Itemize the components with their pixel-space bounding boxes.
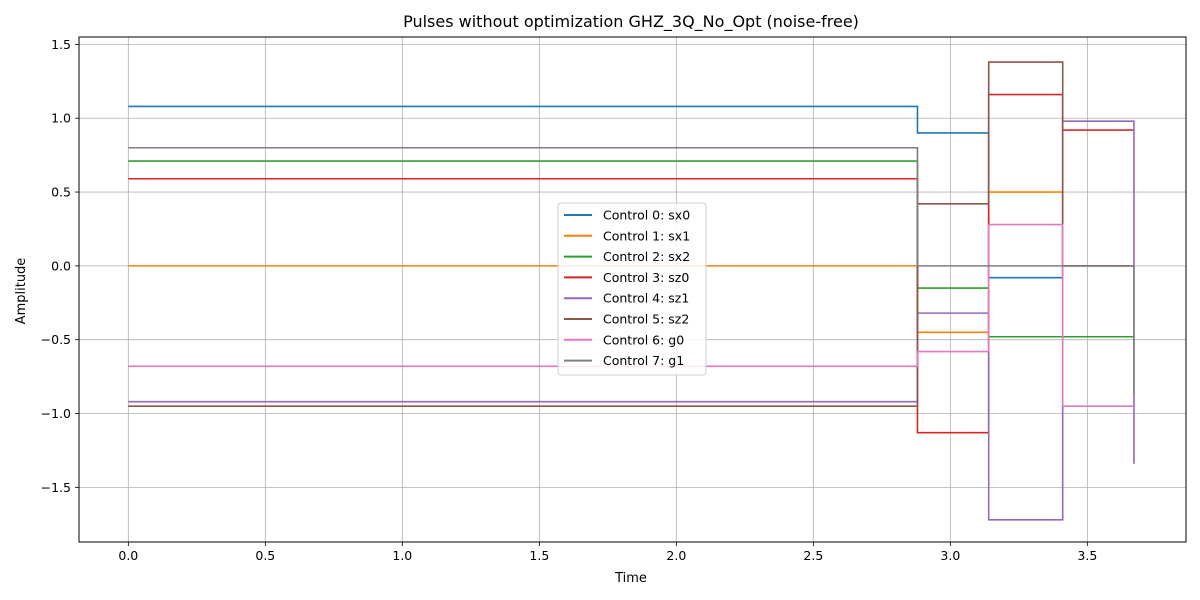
legend-label: Control 3: sz0 (603, 270, 689, 285)
y-tick-label: −0.5 (41, 332, 71, 347)
chart-title: Pulses without optimization GHZ_3Q_No_Op… (403, 12, 859, 32)
legend-label: Control 2: sx2 (603, 249, 690, 264)
legend-label: Control 6: g0 (603, 332, 684, 347)
series-line-6 (128, 223, 1134, 407)
legend-label: Control 7: g1 (603, 353, 684, 368)
y-tick-label: 1.0 (51, 111, 71, 126)
y-tick-label: 0.0 (51, 258, 71, 273)
y-tick-label: −1.5 (41, 480, 71, 495)
x-axis-label: Time (614, 571, 647, 586)
series-lines (128, 61, 1135, 521)
legend: Control 0: sx0 Control 1: sx1 Control 2: s… (557, 202, 707, 376)
legend-label: Control 1: sx1 (603, 228, 690, 243)
x-tick-label: 0.0 (118, 548, 138, 563)
axis-ticks: 0.0 0.5 1.0 1.5 2.0 2.5 3.0 3.5 −1.5 −1.0 −0.5 0.0 0… (41, 37, 1098, 563)
legend-box (557, 202, 707, 376)
legend-label: Control 4: sz1 (603, 291, 689, 306)
legend-label: Control 0: sx0 (603, 208, 690, 223)
plot-frame (78, 36, 1187, 543)
x-tick-label: 0.5 (255, 548, 275, 563)
x-tick-label: 2.5 (803, 548, 823, 563)
series-line-7 (128, 146, 1135, 395)
y-tick-label: 0.5 (51, 185, 71, 200)
x-tick-label: 1.0 (392, 548, 412, 563)
x-tick-label: 3.5 (1077, 548, 1097, 563)
y-tick-label: −1.0 (41, 406, 71, 421)
legend-label: Control 5: sz2 (603, 312, 689, 327)
y-tick-label: 1.5 (51, 37, 71, 52)
y-axis-label: Amplitude (14, 258, 29, 325)
x-tick-label: 2.0 (666, 548, 686, 563)
x-tick-label: 3.0 (940, 548, 960, 563)
x-tick-label: 1.5 (529, 548, 549, 563)
